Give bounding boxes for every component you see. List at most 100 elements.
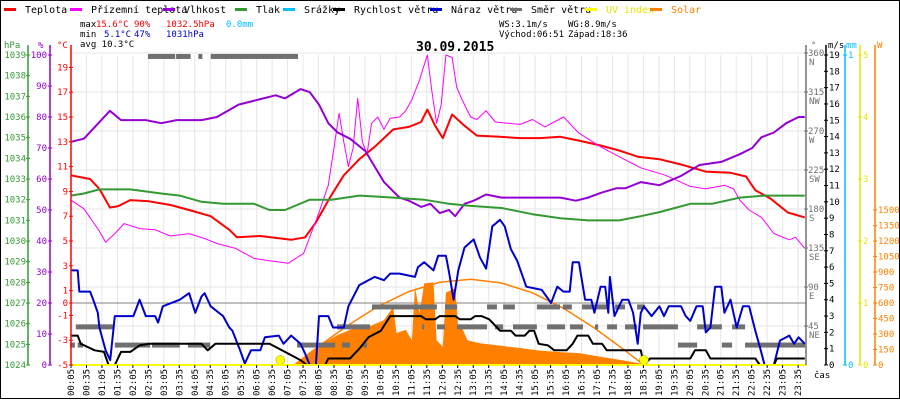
x-tick-label: 16:05 [562, 369, 572, 396]
direction-tick-label: 135 [808, 244, 824, 254]
max-label: max [80, 20, 97, 30]
wind-direction-mark [422, 324, 425, 330]
x-tick-label: 22:05 [748, 369, 758, 396]
solar-unit-label: W [877, 41, 883, 51]
wind-direction-mark [637, 304, 645, 310]
wind-direction-mark [444, 304, 458, 310]
wind-direction-mark [457, 324, 488, 330]
x-tick-label: 00:05 [67, 369, 77, 396]
wind-direction-mark [503, 304, 515, 310]
wind-tick-label: 10 [829, 198, 840, 208]
wind-direction-mark [77, 342, 83, 348]
wind-direction-mark [147, 53, 176, 59]
legend-label: Vlhkost [184, 5, 226, 16]
wind-tick-label: 15 [829, 116, 840, 126]
x-tick-label: 13:35 [485, 369, 495, 396]
max-pressure: 1032.5hPa [166, 20, 215, 30]
sunset: Západ:18:36 [568, 30, 628, 40]
rain-tick-label: 0 [848, 361, 853, 371]
wind-direction-mark [547, 324, 566, 330]
wind-direction-mark [172, 342, 178, 348]
wind-direction-mark [745, 342, 806, 348]
wind-direction-mark [341, 342, 350, 348]
wind-direction-mark [187, 342, 211, 348]
legend-label: Rychlost větru [354, 4, 438, 16]
wind-tick-label: 14 [829, 133, 840, 143]
direction-compass-label: E [809, 292, 814, 302]
x-tick-label: 19:05 [655, 369, 665, 396]
sun-marker [275, 355, 286, 365]
solar-tick-label: 900 [878, 268, 894, 278]
pressure-unit-label: hPa [4, 41, 20, 51]
pressure-tick-label: 1026 [4, 320, 26, 330]
x-tick-label: 05:35 [237, 369, 247, 396]
temperature-tick-label: 1 [63, 287, 68, 297]
avg-temp: avg 10.3°C [80, 40, 134, 50]
x-tick-label: 12:05 [438, 369, 448, 396]
humidity-tick-label: 70 [36, 144, 47, 154]
rain-unit-label: mm [846, 41, 857, 51]
direction-compass-label: SW [809, 175, 820, 185]
x-tick-label: 23:05 [779, 369, 789, 396]
wind-direction-mark [75, 324, 113, 330]
min-label: min [80, 30, 96, 40]
pressure-tick-label: 1029 [4, 258, 26, 268]
uv-tick-label: 1 [863, 299, 868, 309]
rain-tick-label: 1 [848, 51, 853, 61]
solar-tick-label: 0 [878, 361, 883, 371]
wind-tick-label: 3 [829, 312, 834, 322]
wind-direction-mark [436, 324, 445, 330]
humidity-tick-label: 20 [36, 299, 47, 309]
x-tick-label: 02:05 [129, 369, 139, 396]
legend-label: UV index [606, 5, 654, 16]
humidity-tick-label: 10 [36, 330, 47, 340]
wind-direction-mark [582, 304, 608, 310]
x-tick-label: 11:05 [407, 369, 417, 396]
wind-direction-mark [297, 342, 336, 348]
min-pressure: 1031hPa [166, 30, 204, 40]
direction-compass-label: S [809, 214, 814, 224]
pressure-tick-label: 1037 [4, 92, 26, 102]
sunrise: Východ:06:51 [499, 30, 564, 40]
solar-tick-label: 750 [878, 284, 894, 294]
wind-tick-label: 5 [829, 279, 834, 289]
direction-tick-label: 45 [808, 322, 819, 332]
temperature-unit-label: °C [57, 41, 68, 51]
x-tick-label: 17:05 [593, 369, 603, 396]
pressure-tick-label: 1031 [4, 216, 26, 226]
direction-tick-label: 360 [808, 49, 824, 59]
x-axis-label: čas [814, 370, 830, 381]
humidity-tick-label: 100 [31, 51, 47, 61]
x-tick-label: 20:05 [686, 369, 696, 396]
x-tick-label: 03:05 [160, 369, 170, 396]
uv-tick-label: 4 [863, 113, 868, 123]
temperature-tick-label: 3 [63, 262, 68, 272]
wind-direction-mark [69, 342, 75, 348]
legend-swatch-6 [430, 8, 442, 11]
wind-direction-mark [536, 304, 561, 310]
legend-label: Náraz větru [451, 4, 517, 16]
direction-tick-label: 270 [808, 127, 824, 137]
legend-swatch-2 [163, 8, 175, 11]
direction-tick-label: 225 [808, 166, 824, 176]
wind-tick-label: 19 [829, 51, 840, 61]
x-tick-label: 12:35 [454, 369, 464, 396]
x-tick-label: 17:35 [608, 369, 618, 396]
solar-tick-label: 1350 [878, 222, 900, 232]
direction-compass-label: NW [809, 97, 820, 107]
wind-gust-max: WG:8.9m/s [568, 20, 617, 30]
x-tick-label: 04:05 [191, 369, 201, 396]
x-tick-label: 07:05 [284, 369, 294, 396]
wind-tick-label: 11 [829, 182, 840, 192]
legend-swatch-3 [235, 8, 247, 11]
temperature-tick-label: 19 [57, 63, 68, 73]
x-tick-label: 09:35 [361, 369, 371, 396]
humidity-unit-label: % [38, 41, 44, 51]
x-tick-label: 16:35 [578, 369, 588, 396]
uv-tick-label: 5 [863, 51, 868, 61]
sun-marker [639, 355, 649, 365]
series-line [70, 218, 806, 366]
uv-tick-label: 0 [863, 361, 868, 371]
solar-tick-label: 600 [878, 299, 894, 309]
